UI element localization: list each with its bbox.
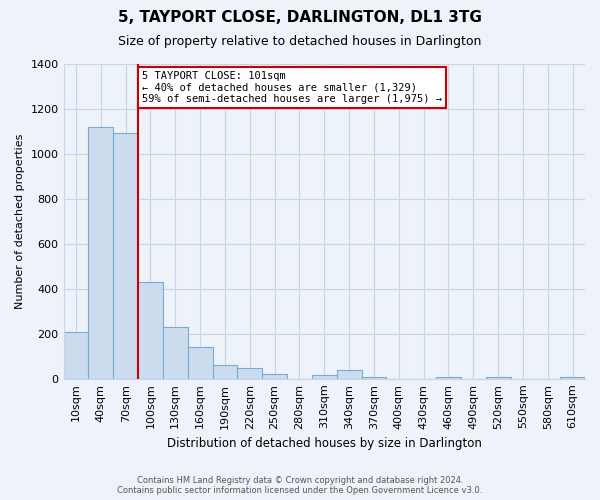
X-axis label: Distribution of detached houses by size in Darlington: Distribution of detached houses by size … [167,437,482,450]
Bar [337,370,362,379]
Bar [113,132,138,379]
Bar [362,376,386,379]
Bar [88,127,113,379]
Bar [262,374,287,379]
Text: 5, TAYPORT CLOSE, DARLINGTON, DL1 3TG: 5, TAYPORT CLOSE, DARLINGTON, DL1 3TG [118,10,482,25]
Bar [312,376,337,379]
Bar [436,377,461,379]
Bar [238,368,262,379]
Bar [163,327,188,379]
Bar [64,332,88,379]
Text: Size of property relative to detached houses in Darlington: Size of property relative to detached ho… [118,35,482,48]
Text: Contains HM Land Registry data © Crown copyright and database right 2024.
Contai: Contains HM Land Registry data © Crown c… [118,476,482,495]
Bar [138,282,163,379]
Y-axis label: Number of detached properties: Number of detached properties [15,134,25,309]
Bar [560,377,585,379]
Bar [485,376,511,379]
Bar [188,348,212,379]
Text: 5 TAYPORT CLOSE: 101sqm
← 40% of detached houses are smaller (1,329)
59% of semi: 5 TAYPORT CLOSE: 101sqm ← 40% of detache… [142,70,442,104]
Bar [212,366,238,379]
